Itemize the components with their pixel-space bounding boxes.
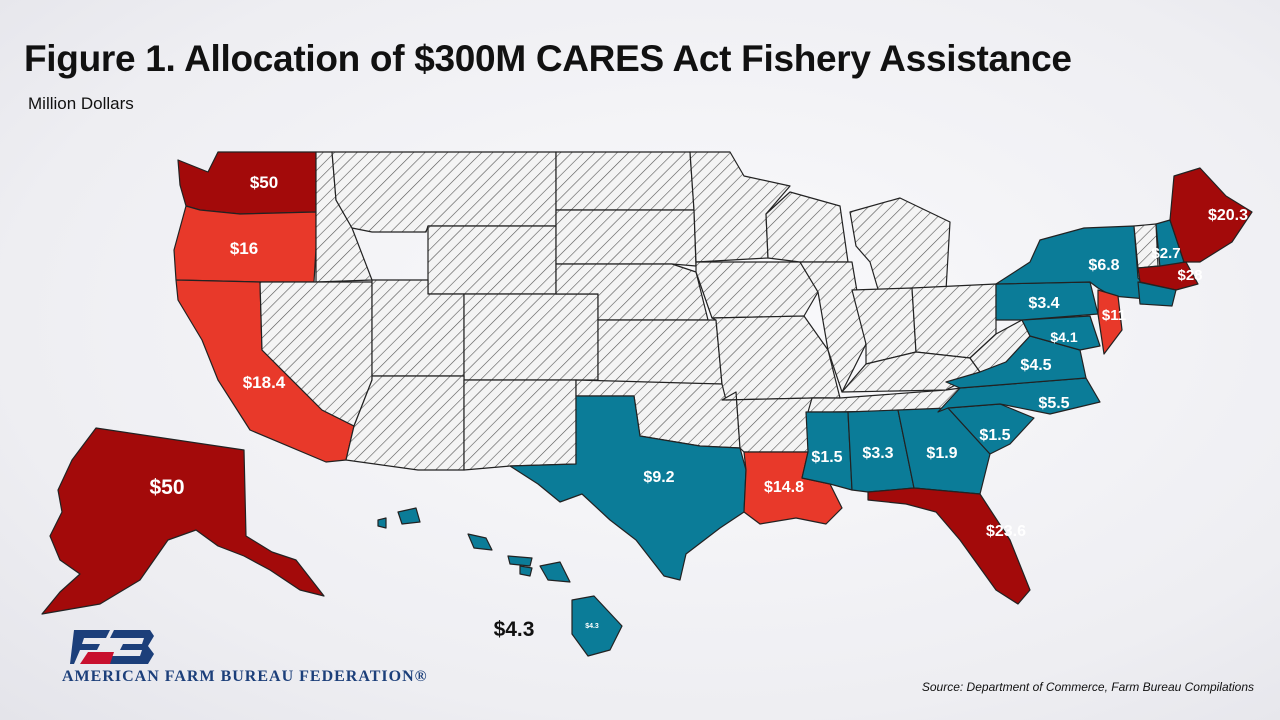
label-ny: $6.8 (1088, 257, 1119, 274)
state-hawaii-maui[interactable] (539, 561, 571, 583)
label-ca: $18.4 (243, 373, 286, 392)
state-hawaii-kauai[interactable] (397, 507, 421, 525)
label-fl: $23.6 (986, 523, 1026, 540)
state-connecticut-ri[interactable] (1137, 281, 1177, 307)
label-ms: $1.5 (811, 449, 842, 466)
units-label: Million Dollars (28, 94, 134, 113)
state-colorado[interactable] (463, 293, 599, 381)
state-hawaii-niihau[interactable] (377, 517, 387, 529)
organization-name: AMERICAN FARM BUREAU FEDERATION® (62, 668, 428, 685)
state-new-york[interactable] (995, 225, 1159, 301)
state-iowa[interactable] (695, 261, 819, 319)
state-michigan[interactable] (849, 197, 951, 297)
state-kansas[interactable] (597, 319, 723, 385)
label-pa: $3.4 (1028, 295, 1059, 312)
label-md: $4.1 (1050, 329, 1077, 345)
label-nh: $2.7 (1151, 245, 1180, 262)
label-tx: $9.2 (643, 469, 674, 486)
state-missouri[interactable] (711, 315, 841, 401)
state-utah[interactable] (371, 279, 465, 377)
state-washington[interactable] (177, 151, 317, 215)
label-la: $14.8 (764, 479, 804, 496)
state-south-dakota[interactable] (555, 209, 697, 267)
state-hawaii-molokai[interactable] (507, 555, 533, 567)
state-montana[interactable] (331, 151, 557, 233)
state-wyoming[interactable] (427, 225, 557, 295)
label-or: $16 (230, 239, 258, 258)
state-new-mexico[interactable] (463, 379, 577, 471)
state-hawaii-oahu[interactable] (467, 533, 493, 551)
label-me: $20.3 (1208, 207, 1248, 224)
state-maine[interactable] (1169, 167, 1253, 263)
label-va: $4.5 (1020, 357, 1051, 374)
label-hi: $4.3 (494, 618, 535, 641)
state-hawaii-big-island[interactable] (571, 595, 623, 657)
label-nc: $5.5 (1038, 395, 1069, 412)
label-sc: $1.5 (979, 427, 1010, 444)
state-maryland[interactable] (1021, 315, 1101, 351)
label-hi-inset: $4.3 (585, 623, 599, 630)
state-hawaii-lanai[interactable] (519, 565, 533, 577)
label-wa: $50 (250, 173, 278, 192)
label-ma: $28 (1177, 267, 1202, 284)
label-ak: $50 (149, 476, 184, 499)
state-oregon[interactable] (173, 205, 317, 283)
source-note: Source: Department of Commerce, Farm Bur… (921, 680, 1254, 694)
state-north-dakota[interactable] (555, 151, 695, 211)
afbf-logo-icon (70, 630, 154, 664)
state-wisconsin[interactable] (765, 191, 849, 263)
label-al: $3.3 (862, 445, 893, 462)
state-texas[interactable] (509, 395, 747, 581)
state-new-jersey[interactable] (1097, 289, 1123, 355)
state-alaska[interactable] (41, 427, 325, 615)
label-ga: $1.9 (926, 445, 957, 462)
label-nj: $11 (1102, 307, 1126, 324)
state-florida[interactable] (867, 487, 1031, 605)
value-labels: $50 $16 $18.4 $50 $9.2 $14.8 $1.5 $3.3 $… (149, 173, 1248, 641)
page-title: Figure 1. Allocation of $300M CARES Act … (24, 38, 1072, 79)
